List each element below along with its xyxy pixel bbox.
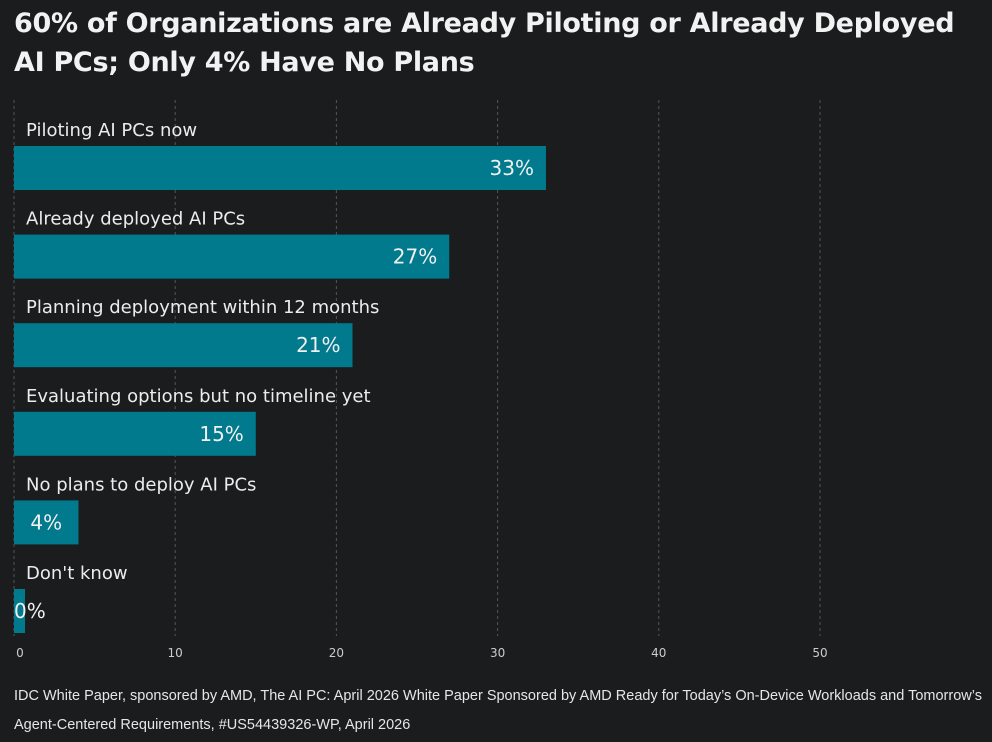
- category-label: Piloting AI PCs now: [26, 120, 197, 141]
- category-label: Don't know: [26, 563, 128, 584]
- bar-chart: Piloting AI PCs now 33% Already deployed A…: [13, 100, 828, 660]
- bar: [14, 411, 256, 456]
- bar-group: Evaluating options but no timeline yet 15…: [14, 386, 371, 456]
- bar: [14, 500, 79, 545]
- category-label: Evaluating options but no timeline yet: [26, 386, 371, 407]
- bar-group: Planning deployment within 12 months 21%: [14, 297, 379, 368]
- bar-group: Piloting AI PCs now 33%: [14, 120, 546, 190]
- x-tick-label: 20: [329, 646, 344, 660]
- bars: Piloting AI PCs now 33% Already deployed A…: [14, 120, 546, 633]
- x-tick-label: 30: [490, 646, 505, 660]
- x-tick-label: 0: [16, 646, 24, 660]
- bar-group: Don't know 0%: [14, 563, 128, 633]
- x-axis-ticks: 0 10 20 30 40 50: [16, 646, 827, 660]
- x-tick-label: 50: [812, 646, 827, 660]
- value-label: 21%: [296, 333, 340, 357]
- category-label: Planning deployment within 12 months: [26, 297, 379, 318]
- x-tick-label: 40: [651, 646, 666, 660]
- value-label: 0%: [14, 599, 46, 623]
- bar: [14, 146, 546, 190]
- value-label: 33%: [490, 156, 534, 180]
- x-tick-label: 10: [168, 646, 183, 660]
- bar-group: Already deployed AI PCs 27%: [14, 209, 450, 279]
- category-label: No plans to deploy AI PCs: [26, 474, 256, 495]
- value-label: 27%: [393, 245, 437, 269]
- bar: [14, 589, 25, 633]
- category-label: Already deployed AI PCs: [26, 209, 245, 230]
- value-label: 4%: [30, 510, 62, 534]
- bar: [14, 323, 353, 368]
- gridlines: [13, 100, 821, 636]
- bar: [14, 234, 450, 279]
- value-label: 15%: [199, 422, 243, 446]
- chart-title: 60% of Organizations are Already Pilotin…: [14, 8, 955, 78]
- source-footnote: IDC White Paper, sponsored by AMD, The A…: [14, 688, 982, 733]
- bar-group: No plans to deploy AI PCs 4%: [14, 474, 256, 545]
